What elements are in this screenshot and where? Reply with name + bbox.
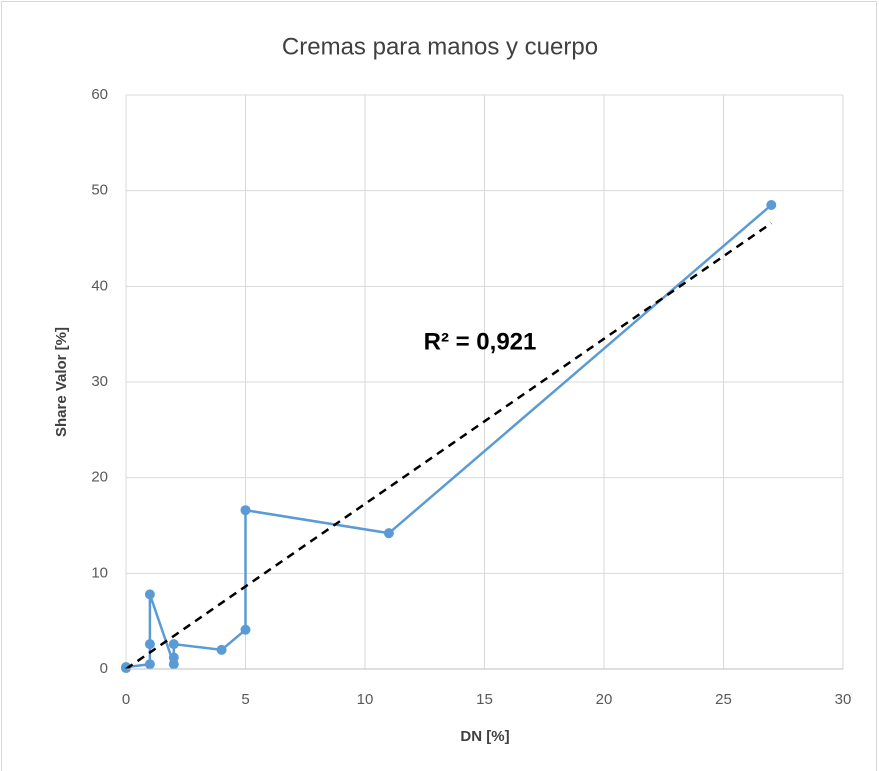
data-point <box>144 639 155 650</box>
y-tick-label: 50 <box>91 182 108 199</box>
annotation: R² = 0,921 <box>424 328 537 355</box>
y-tick-label: 0 <box>100 660 108 677</box>
x-tick-label: 25 <box>715 691 732 708</box>
data-point <box>144 589 155 600</box>
x-tick-label: 15 <box>476 691 493 708</box>
chart-title: Cremas para manos y cuerpo <box>282 33 598 60</box>
data-point <box>168 652 179 663</box>
y-axis-title: Share Valor [%] <box>53 327 70 437</box>
x-tick-label: 0 <box>122 691 130 708</box>
data-point <box>240 624 251 635</box>
y-tick-label: 20 <box>91 469 108 486</box>
y-tick-label: 60 <box>91 86 108 103</box>
y-tick-label: 40 <box>91 277 108 294</box>
data-point <box>216 644 227 655</box>
data-point <box>144 659 155 670</box>
x-tick-label: 5 <box>241 691 249 708</box>
data-point <box>766 200 777 211</box>
data-point <box>383 528 394 539</box>
x-tick-label: 20 <box>596 691 613 708</box>
data-point <box>240 505 251 516</box>
data-point <box>168 639 179 650</box>
trendline <box>125 222 773 671</box>
x-tick-label: 30 <box>835 691 852 708</box>
x-axis-title: DN [%] <box>460 728 509 745</box>
x-tick-label: 10 <box>357 691 374 708</box>
y-tick-label: 10 <box>91 564 108 581</box>
y-tick-label: 30 <box>91 373 108 390</box>
data-point <box>121 662 131 673</box>
